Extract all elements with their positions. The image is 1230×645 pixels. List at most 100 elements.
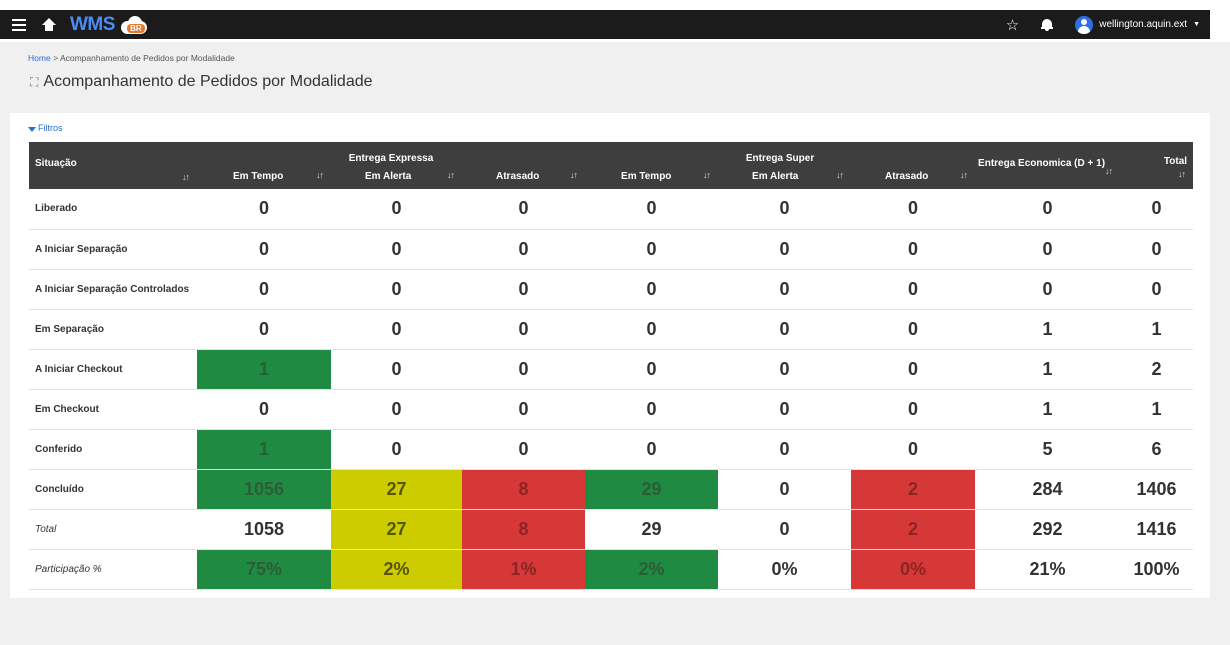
- table-cell: 0: [851, 189, 976, 230]
- menu-icon[interactable]: [12, 18, 26, 31]
- expand-icon[interactable]: ⛶: [30, 74, 39, 89]
- sort-icon[interactable]: ↓↑: [960, 170, 968, 180]
- table-row: Total 1058 27 8 29 0 2 292 1416: [29, 509, 1194, 550]
- table-cell: 0: [585, 309, 719, 350]
- filter-toggle[interactable]: Filtros: [28, 123, 63, 133]
- table-cell: 0: [331, 349, 462, 390]
- col-expressa-em-alerta[interactable]: Em Alerta ↓↑: [331, 164, 462, 189]
- table-cell: 1: [975, 389, 1121, 430]
- table-cell: 1: [197, 429, 331, 470]
- navbar-right: ☆ wellington.aquin.ext ▼: [1005, 15, 1210, 34]
- table-cell: 1058: [197, 509, 331, 550]
- table-row: Em Checkout 0 0 0 0 0 0 1 1: [29, 389, 1194, 430]
- sort-icon[interactable]: ↓↑: [1105, 166, 1113, 176]
- col-expressa-em-tempo[interactable]: Em Tempo ↓↑: [197, 164, 331, 189]
- row-label: Total: [29, 509, 197, 550]
- caret-down-icon[interactable]: ▼: [1193, 21, 1200, 28]
- table-row: Liberado 0 0 0 0 0 0 0 0: [29, 189, 1194, 230]
- col-situacao[interactable]: Situação ↓↑: [29, 142, 197, 189]
- table-row: A Iniciar Separação Controlados 0 0 0 0 0 0 0 0: [29, 269, 1194, 310]
- table-cell: 0: [462, 269, 586, 310]
- row-label: A Iniciar Separação Controlados: [29, 269, 197, 310]
- user-avatar-icon[interactable]: [1075, 15, 1094, 34]
- sort-icon[interactable]: ↓↑: [703, 170, 711, 180]
- table-cell: 0: [462, 229, 586, 270]
- table-row: A Iniciar Checkout 1 0 0 0 0 0 1 2: [29, 349, 1194, 390]
- table-cell: 0: [462, 349, 586, 390]
- table-cell: 0: [718, 269, 852, 310]
- table-cell: 0: [851, 349, 976, 390]
- table-cell: 75%: [197, 549, 331, 590]
- sort-icon[interactable]: ↓↑: [316, 170, 324, 180]
- table-cell: 0: [851, 309, 976, 350]
- table-cell: 2%: [331, 549, 462, 590]
- table-cell: 0: [197, 309, 331, 350]
- sort-icon[interactable]: ↓↑: [570, 170, 578, 180]
- table-cell: 0: [462, 429, 586, 470]
- sort-icon[interactable]: ↓↑: [836, 170, 844, 180]
- bell-icon[interactable]: [1041, 18, 1054, 31]
- col-entrega-economica[interactable]: Entrega Economica (D + 1) ↓↑: [975, 142, 1121, 189]
- user-name[interactable]: wellington.aquin.ext: [1099, 19, 1188, 30]
- table-cell: 0: [331, 429, 462, 470]
- table-cell: 27: [331, 469, 462, 510]
- table-cell: 0: [585, 229, 719, 270]
- row-label: Em Separação: [29, 309, 197, 350]
- table-body: Liberado 0 0 0 0 0 0 0 0 A Iniciar Separação 0 0 0 0 0…: [29, 189, 1194, 590]
- star-icon[interactable]: ☆: [1005, 16, 1020, 34]
- sort-icon[interactable]: ↓↑: [1178, 169, 1186, 179]
- table-cell: 29: [585, 509, 719, 550]
- table-cell: 0: [585, 269, 719, 310]
- group-entrega-super: Entrega Super: [585, 142, 976, 164]
- app-logo[interactable]: WMS BR: [70, 14, 149, 36]
- table-cell: 0: [462, 189, 586, 230]
- table-cell: 0: [1120, 189, 1194, 230]
- table-cell: 0: [718, 469, 852, 510]
- breadcrumb-separator: >: [53, 53, 59, 63]
- breadcrumb-current: Acompanhamento de Pedidos por Modalidade: [59, 53, 235, 63]
- col-super-em-tempo[interactable]: Em Tempo ↓↑: [585, 164, 719, 189]
- table-cell: 292: [975, 509, 1121, 550]
- group-entrega-expressa: Entrega Expressa: [197, 142, 586, 164]
- table-cell: 100%: [1120, 549, 1194, 590]
- sort-icon[interactable]: ↓↑: [447, 170, 455, 180]
- page-title: ⛶ Acompanhamento de Pedidos por Modalida…: [30, 73, 373, 91]
- col-total[interactable]: Total ↓↑: [1120, 142, 1194, 189]
- table-cell: 1: [1120, 309, 1194, 350]
- table-row: Concluído 1056 27 8 29 0 2 284 1406: [29, 469, 1194, 510]
- row-label: A Iniciar Separação: [29, 229, 197, 270]
- breadcrumb-home-link[interactable]: Home: [28, 53, 51, 63]
- home-icon[interactable]: [42, 17, 56, 32]
- row-label: Participação %: [29, 549, 197, 590]
- cloud-logo-icon: BR: [119, 15, 149, 35]
- row-label: Liberado: [29, 189, 197, 230]
- table-cell: 0: [331, 389, 462, 430]
- table-cell: 0: [197, 189, 331, 230]
- col-super-atrasado[interactable]: Atrasado ↓↑: [851, 164, 976, 189]
- table-cell: 1%: [462, 549, 586, 590]
- table-cell: 2%: [585, 549, 719, 590]
- table-cell: 1: [975, 309, 1121, 350]
- table-cell: 0: [975, 229, 1121, 270]
- table-cell: 0: [851, 229, 976, 270]
- table-cell: 29: [585, 469, 719, 510]
- table-cell: 0: [197, 229, 331, 270]
- table-cell: 1: [975, 349, 1121, 390]
- table-row: Participação % 75% 2% 1% 2% 0% 0% 21% 100%: [29, 549, 1194, 590]
- page-title-text: Acompanhamento de Pedidos por Modalidade: [43, 73, 373, 90]
- table-cell: 1: [1120, 389, 1194, 430]
- row-label: Em Checkout: [29, 389, 197, 430]
- table-cell: 0: [585, 389, 719, 430]
- table-cell: 0: [718, 309, 852, 350]
- col-super-em-alerta[interactable]: Em Alerta ↓↑: [718, 164, 852, 189]
- table-cell: 0: [462, 309, 586, 350]
- table-cell: 1416: [1120, 509, 1194, 550]
- sort-icon[interactable]: ↓↑: [182, 172, 190, 182]
- table-cell: 0: [1120, 229, 1194, 270]
- table-cell: 284: [975, 469, 1121, 510]
- table-cell: 0: [331, 309, 462, 350]
- col-expressa-atrasado[interactable]: Atrasado ↓↑: [462, 164, 586, 189]
- table-cell: 2: [1120, 349, 1194, 390]
- row-label: A Iniciar Checkout: [29, 349, 197, 390]
- navbar-strip: WMS BR ☆ wellington.aquin.ext ▼: [0, 10, 1210, 39]
